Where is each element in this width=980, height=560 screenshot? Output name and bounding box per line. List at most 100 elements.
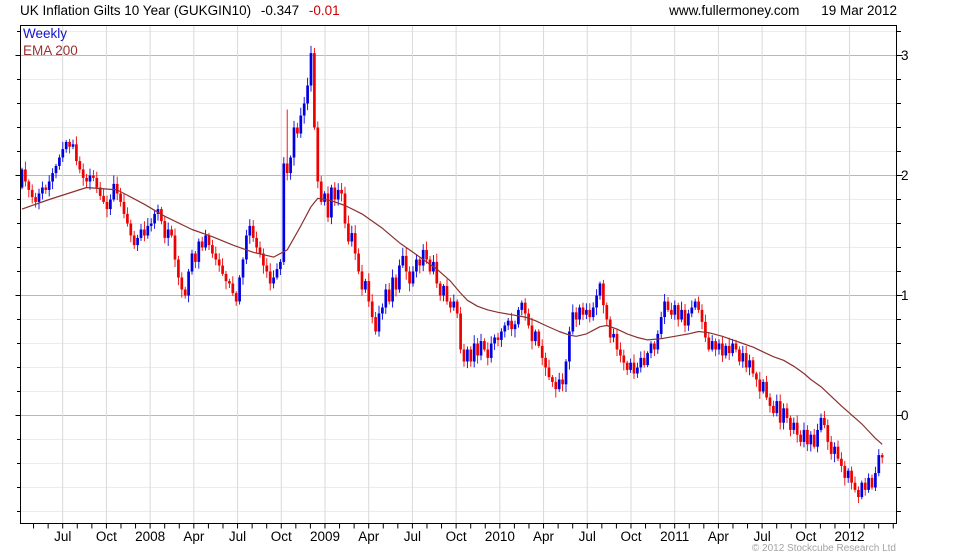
candle-body: [469, 349, 473, 362]
candle-body: [608, 319, 612, 338]
candle-body: [126, 213, 129, 224]
candle-body: [44, 187, 48, 190]
candle-body: [812, 434, 816, 447]
candle-body: [656, 333, 660, 350]
x-axis-label: Jul: [579, 529, 596, 544]
candle-body: [340, 189, 343, 194]
x-axis-label: Oct: [795, 529, 816, 544]
candle-body: [163, 221, 167, 238]
legend-timeframe: Weekly: [23, 26, 68, 41]
candle-body: [867, 477, 870, 490]
candle-body: [785, 408, 789, 418]
candle-body: [622, 355, 626, 363]
candle-body: [823, 417, 826, 426]
candle-body: [537, 331, 541, 346]
x-axis-label: Jul: [753, 529, 770, 544]
candle-body: [629, 362, 632, 370]
candle-body: [666, 301, 670, 310]
candle-body: [289, 157, 292, 174]
candle-body: [707, 337, 711, 350]
candle-body: [381, 307, 384, 314]
y-axis-label: 1: [901, 288, 909, 303]
candle-body: [625, 362, 629, 370]
candle-body: [272, 277, 275, 284]
candle-body: [530, 325, 534, 342]
candle-body: [653, 343, 656, 350]
candle-body: [183, 289, 187, 296]
legend-ema-200: EMA 200: [23, 43, 78, 58]
candle-body: [262, 253, 265, 266]
candle-body: [520, 302, 524, 310]
candle-body: [663, 301, 666, 318]
candle-body: [659, 317, 663, 334]
candle-body: [285, 163, 289, 174]
candle-body: [255, 237, 258, 248]
candle-body: [826, 425, 830, 442]
last-value: -0.347: [260, 3, 300, 18]
candle-body: [863, 482, 867, 490]
candle-body: [228, 281, 231, 284]
candle-body: [411, 271, 415, 284]
candle-body: [102, 195, 105, 202]
candle-body: [64, 141, 68, 150]
candle-body: [452, 301, 456, 308]
candle-body: [697, 301, 700, 310]
candle-body: [710, 341, 714, 350]
candle-body: [442, 285, 445, 296]
candle-body: [95, 177, 99, 188]
candle-body: [323, 193, 326, 202]
candle-body: [496, 337, 500, 340]
title-left: UK Inflation Gilts 10 Year (GUKGIN10) -0…: [20, 3, 346, 18]
last-change: -0.01: [308, 3, 340, 18]
chart-title: UK Inflation Gilts 10 Year (GUKGIN10): [20, 3, 252, 18]
candle-body: [173, 235, 177, 260]
candle-body: [833, 446, 836, 454]
candle-body: [846, 470, 850, 478]
plot-border: [20, 25, 897, 524]
candle-body: [122, 201, 126, 214]
website-link[interactable]: www.fullermoney.com: [669, 3, 800, 18]
candle-body: [772, 405, 775, 414]
candle-body: [564, 361, 568, 385]
candle-body: [693, 301, 697, 308]
candle-body: [170, 229, 173, 236]
candle-body: [540, 345, 544, 358]
candle-body: [231, 283, 235, 294]
candle-body: [758, 379, 762, 392]
candle-body: [347, 223, 350, 242]
candle-body: [778, 401, 782, 423]
candle-body: [333, 187, 337, 200]
candle-body: [687, 313, 690, 326]
candle-body: [738, 349, 741, 362]
candle-body: [721, 343, 724, 356]
candle-body: [561, 379, 564, 385]
candle-body: [265, 265, 269, 272]
x-axis-label: 2011: [660, 529, 689, 544]
candle-body: [330, 187, 333, 218]
candle-body: [109, 199, 112, 210]
candle-body: [384, 289, 388, 308]
candle-body: [466, 349, 469, 362]
candle-body: [268, 271, 272, 284]
candle-body: [129, 223, 133, 236]
x-axis-label: Oct: [620, 529, 641, 544]
candle-body: [700, 309, 704, 322]
candle-body: [568, 331, 571, 362]
candle-body: [741, 353, 745, 362]
candle-body: [41, 187, 44, 194]
candle-body: [877, 455, 881, 474]
candle-body: [717, 343, 721, 350]
candle-body: [404, 255, 408, 272]
candle-body: [510, 320, 513, 330]
candle-body: [214, 253, 218, 260]
candle-body: [517, 309, 520, 325]
candle-body: [765, 381, 768, 398]
candle-body: [734, 343, 738, 350]
candle-body: [850, 470, 853, 483]
candle-body: [418, 259, 422, 266]
candle-body: [75, 144, 78, 162]
candle-body: [860, 482, 864, 498]
candle-body: [853, 482, 857, 490]
x-axis-label: 2010: [485, 529, 515, 544]
